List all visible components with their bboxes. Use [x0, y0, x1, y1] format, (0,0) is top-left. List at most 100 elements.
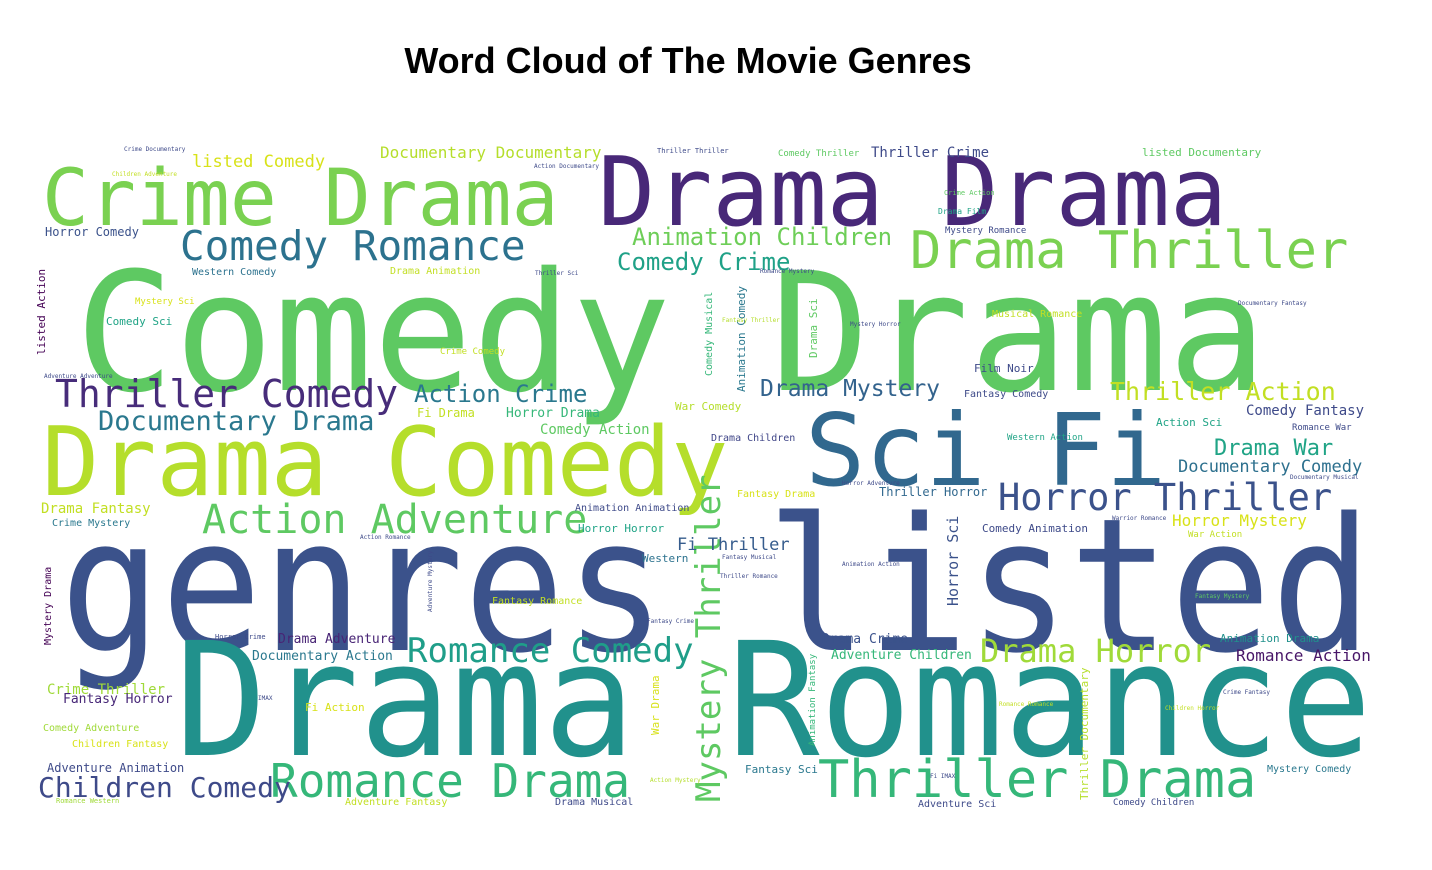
- word-horror-thriller: Horror Thriller: [998, 476, 1332, 519]
- word-children-fantasy: Children Fantasy: [72, 739, 168, 750]
- word-fantasy-thriller: Fantasy Thriller: [722, 317, 780, 324]
- word-children-horror: Children Horror: [1165, 705, 1220, 712]
- word-war-drama: War Drama: [649, 675, 662, 735]
- word-romance-drama: Romance Drama: [270, 754, 630, 808]
- word-crime-drama: Crime Drama: [42, 154, 559, 244]
- word-crime-documentary: Crime Documentary: [124, 146, 186, 153]
- word-fantasy-drama: Fantasy Drama: [737, 489, 815, 500]
- word-adventure-adventure: Adventure Adventure: [44, 373, 113, 380]
- word-comedy-musical: Comedy Musical: [704, 292, 715, 376]
- word-thriller-action: Thriller Action: [1110, 377, 1336, 406]
- word-comedy-adventure: Comedy Adventure: [43, 723, 139, 734]
- word-drama-war: Drama War: [1214, 436, 1333, 461]
- word-mystery-thriller: Mystery Thriller: [689, 474, 729, 802]
- word-thriller-crime: Thriller Crime: [871, 145, 989, 161]
- word-fi-imax: Fi IMAX: [930, 773, 956, 780]
- word-horror-drama: Horror Drama: [506, 406, 600, 421]
- word-drama-crime: Drama Crime: [822, 632, 908, 647]
- word-animation-animation: Animation Animation: [575, 503, 689, 514]
- word-action-crime: Action Crime: [414, 380, 587, 408]
- word-imax: IMAX: [258, 695, 273, 702]
- word-horror-mystery: Horror Mystery: [1172, 511, 1307, 530]
- word-documentary-fantasy: Documentary Fantasy: [1238, 300, 1307, 307]
- word-crime-action: Crime Action: [944, 189, 995, 197]
- word-comedy-action: Comedy Action: [540, 422, 650, 438]
- word-western-comedy: Western Comedy: [192, 267, 276, 278]
- word-war-comedy: War Comedy: [675, 400, 742, 413]
- word-thriller-documentary: Thriller Documentary: [1078, 667, 1091, 800]
- word-romance-war: Romance War: [1292, 423, 1352, 433]
- word-action-romance: Action Romance: [360, 534, 411, 541]
- word-comedy-fantasy: Comedy Fantasy: [1246, 403, 1364, 419]
- word-crime-comedy: Crime Comedy: [440, 347, 506, 357]
- word-children-comedy: Children Comedy: [38, 771, 291, 804]
- word-war-action: War Action: [1188, 530, 1242, 540]
- word-animation-fantasy: Animation Fantasy: [808, 653, 818, 746]
- word-fantasy-musical: Fantasy Musical: [722, 554, 777, 561]
- word-thriller-drama: Thriller Drama: [818, 750, 1256, 810]
- word-crime-mystery: Crime Mystery: [52, 518, 130, 529]
- word-documentary-comedy: Documentary Comedy: [1178, 457, 1362, 477]
- word-documentary-drama: Documentary Drama: [98, 406, 374, 437]
- word-listed-action: listed Action: [35, 269, 48, 355]
- word-adventure-animation: Adventure Animation: [47, 761, 184, 775]
- word-fi-thriller: Fi Thriller: [677, 535, 790, 555]
- word-comedy-children: Comedy Children: [1113, 798, 1194, 808]
- word-fantasy-mystery: Fantasy Mystery: [1195, 593, 1250, 600]
- word-drama-adventure: Drama Adventure: [278, 632, 396, 647]
- word-drama-mystery: Drama Mystery: [760, 376, 940, 402]
- word-comedy-sci: Comedy Sci: [106, 315, 172, 328]
- word-drama-musical: Drama Musical: [555, 797, 633, 808]
- word-sci-fi: Sci Fi: [805, 392, 1166, 509]
- word-adventure-mystery: Adventure Mystery: [427, 550, 434, 612]
- word-drama-film: Drama Film: [938, 207, 986, 216]
- word-romance-western: Romance Western: [56, 797, 119, 805]
- word-adventure-sci: Adventure Sci: [918, 799, 996, 810]
- word-crime-fantasy: Crime Fantasy: [1223, 689, 1270, 696]
- word-genres-listed: genres listed: [60, 478, 1372, 694]
- word-comedy-thriller: Comedy Thriller: [778, 149, 860, 159]
- word-fi-action: Fi Action: [305, 701, 365, 714]
- word-horror-horror: Horror Horror: [578, 522, 664, 535]
- word-mystery-comedy: Mystery Comedy: [1267, 764, 1351, 775]
- word-romance-comedy: Romance Comedy: [407, 631, 694, 671]
- word-adventure-fantasy: Adventure Fantasy: [345, 797, 447, 808]
- word-documentary-action: Documentary Action: [252, 649, 393, 664]
- word-horror-sci: Horror Sci: [944, 516, 962, 606]
- word-film-noir: Film Noir: [974, 362, 1034, 375]
- word-drama-children: Drama Children: [711, 433, 795, 444]
- word-drama-sci: Drama Sci: [807, 298, 820, 358]
- word-thriller-comedy: Thriller Comedy: [55, 372, 398, 416]
- word-mystery-horror: Mystery Horror: [850, 321, 901, 328]
- word-drama-romance: Drama Romance: [175, 609, 1372, 793]
- word-mystery-romance: Mystery Romance: [945, 226, 1026, 236]
- word-comedy-drama: Comedy Drama: [75, 237, 1267, 429]
- word-musical-romance: Musical Romance: [992, 309, 1082, 320]
- word-horror-adventure: Horror Adventure: [842, 480, 900, 487]
- word-romance-mystery: Romance Mystery: [760, 268, 815, 275]
- word-drama-thriller: Drama Thriller: [910, 221, 1348, 281]
- word-drama-horror: Drama Horror: [980, 632, 1211, 670]
- word-action-sci: Action Sci: [1156, 416, 1222, 429]
- word-animation-comedy: Animation Comedy: [735, 286, 748, 392]
- word-animation-action: Animation Action: [842, 561, 900, 568]
- word-thriller-thriller: Thriller Thriller: [657, 147, 729, 155]
- word-thriller-sci: Thriller Sci: [535, 270, 579, 277]
- word-adventure-children: Adventure Children: [831, 648, 972, 663]
- word-comedy-animation: Comedy Animation: [982, 522, 1088, 535]
- word-animation-drama: Animation Drama: [1220, 632, 1319, 645]
- word-action-documentary: Action Documentary: [534, 163, 599, 170]
- word-comedy-crime: Comedy Crime: [617, 248, 790, 276]
- word-documentary-musical: Documentary Musical: [1290, 474, 1359, 481]
- word-fantasy-romance: Fantasy Romance: [492, 596, 582, 607]
- word-mystery-drama: Mystery Drama: [43, 567, 54, 645]
- word-action-mystery: Action Mystery: [650, 777, 701, 784]
- word-romance-action: Romance Action: [1236, 646, 1371, 665]
- word-children-adventure: Children Adventure: [112, 171, 177, 178]
- word-drama-drama: Drama Drama: [598, 138, 1227, 248]
- word-thriller-romance: Thriller Romance: [720, 573, 778, 580]
- word-western: Western: [642, 552, 688, 565]
- word-listed-comedy: listed Comedy: [192, 152, 325, 172]
- word-romance-romance: Romance Romance: [999, 701, 1054, 708]
